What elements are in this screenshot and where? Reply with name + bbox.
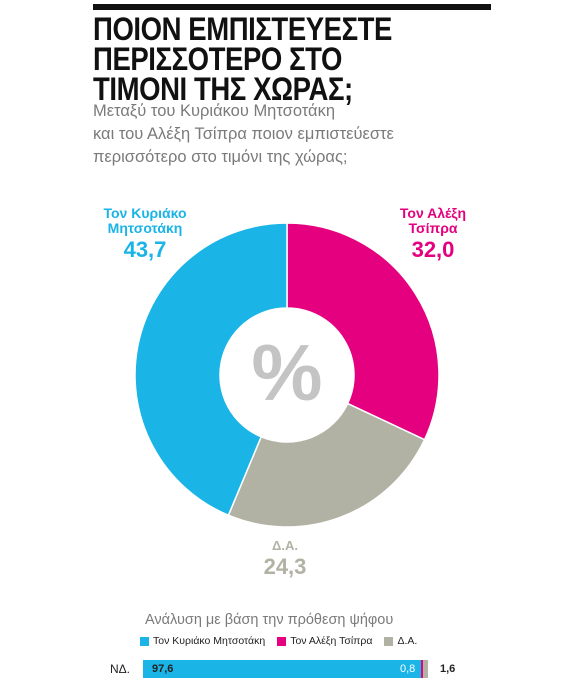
page-title: ΠΟΙΟΝ ΕΜΠΙΣΤΕΥΕΣΤΕ ΠΕΡΙΣΣΟΤΕΡΟ ΣΤΟ ΤΙΜΟΝ… — [93, 11, 454, 107]
bar-value-mitsotakis: 97,6 — [152, 663, 174, 675]
subtitle: Μεταξύ του Κυριάκου Μητσοτάκη και του Αλ… — [93, 100, 423, 169]
slice-label-da: Δ.Α. 24,3 — [240, 538, 330, 579]
slice-name-line: Μητσοτάκη — [107, 220, 183, 236]
subtitle-line: και του Αλέξη Τσίπρα ποιον εμπιστεύεστε — [93, 125, 394, 143]
subtitle-line: περισσότερο στο τιμόνι της χώρας; — [93, 148, 348, 166]
slice-name-line: Δ.Α. — [272, 538, 298, 553]
legend-item: Δ.Α. — [384, 635, 417, 647]
title-line: ΤΙΜΟΝΙ ΤΗΣ ΧΩΡΑΣ; — [93, 71, 353, 107]
legend-item: Τον Κυριάκο Μητσοτάκη — [140, 635, 265, 647]
title-line: ΠΟΙΟΝ ΕΜΠΙΣΤΕΥΕΣΤΕ — [93, 11, 392, 47]
legend-item: Τον Αλέξη Τσίπρα — [277, 635, 372, 647]
legend-label: Τον Αλέξη Τσίπρα — [290, 635, 373, 647]
slice-name-line: Τον Αλέξη — [399, 205, 467, 221]
slice-name-line: Τσίπρα — [408, 220, 458, 236]
legend-swatch — [140, 636, 149, 646]
slice-value: 32,0 — [411, 237, 455, 262]
slice-value: 24,3 — [263, 554, 307, 579]
stacked-bar — [143, 660, 428, 678]
donut-hole — [220, 308, 354, 442]
bar-value-tsipras: 0,8 — [400, 663, 416, 675]
bar-segment-0 — [143, 660, 422, 678]
legend-label: Δ.Α. — [397, 635, 418, 647]
bar-value-da: 1,6 — [440, 663, 456, 675]
legend-swatch — [384, 636, 394, 646]
subtitle-line: Μεταξύ του Κυριάκου Μητσοτάκη — [93, 102, 336, 120]
top-rule — [93, 4, 491, 10]
bar-segment-2 — [423, 660, 428, 678]
slice-value: 43,7 — [123, 237, 167, 262]
legend-label: Τον Κυριάκο Μητσοτάκη — [153, 635, 266, 647]
percent-symbol: % — [251, 328, 322, 417]
legend: Τον Κυριάκο Μητσοτάκη Τον Αλέξη Τσίπρα Δ… — [140, 633, 429, 649]
slice-name-line: Τον Κυριάκο — [103, 205, 187, 221]
legend-swatch — [277, 636, 287, 646]
bar-category-label: ΝΔ. — [110, 662, 131, 676]
slice-label-mitsotakis: Τον Κυριάκο Μητσοτάκη 43,7 — [90, 206, 200, 262]
bar-segment-1 — [421, 660, 424, 678]
breakdown-title: Ανάλυση με βάση την πρόθεση ψήφου — [145, 612, 394, 628]
title-line: ΠΕΡΙΣΣΟΤΕΡΟ ΣΤΟ — [93, 41, 343, 77]
slice-label-tsipras: Τον Αλέξη Τσίπρα 32,0 — [378, 206, 488, 262]
